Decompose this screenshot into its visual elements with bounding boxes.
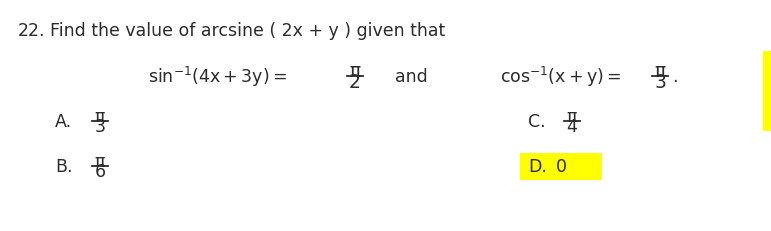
Text: π: π bbox=[349, 62, 361, 81]
Text: $\mathregular{sin^{-1}( 4x + 3y ) =}$: $\mathregular{sin^{-1}( 4x + 3y ) =}$ bbox=[148, 65, 287, 89]
Text: $\mathregular{cos^{-1}( x + y ) =}$: $\mathregular{cos^{-1}( x + y ) =}$ bbox=[500, 65, 621, 89]
Text: B.: B. bbox=[55, 157, 72, 175]
Text: D.: D. bbox=[528, 157, 547, 175]
Text: 3: 3 bbox=[654, 73, 666, 92]
Text: π: π bbox=[95, 152, 106, 170]
FancyBboxPatch shape bbox=[520, 153, 602, 180]
Bar bbox=[763, 52, 771, 131]
Text: 22.: 22. bbox=[18, 22, 45, 40]
Text: π: π bbox=[567, 107, 577, 125]
Text: 0: 0 bbox=[556, 157, 567, 175]
Text: .: . bbox=[672, 68, 678, 86]
Text: 6: 6 bbox=[94, 162, 106, 180]
Text: 3: 3 bbox=[95, 118, 106, 136]
Text: A.: A. bbox=[55, 112, 72, 131]
Text: 4: 4 bbox=[567, 118, 577, 136]
Text: π: π bbox=[655, 62, 665, 81]
Text: C.: C. bbox=[528, 112, 546, 131]
Text: and: and bbox=[395, 68, 428, 86]
Text: 2: 2 bbox=[349, 73, 361, 92]
Text: Find the value of arcsine ( 2x + y ) given that: Find the value of arcsine ( 2x + y ) giv… bbox=[50, 22, 445, 40]
Text: π: π bbox=[95, 107, 106, 125]
